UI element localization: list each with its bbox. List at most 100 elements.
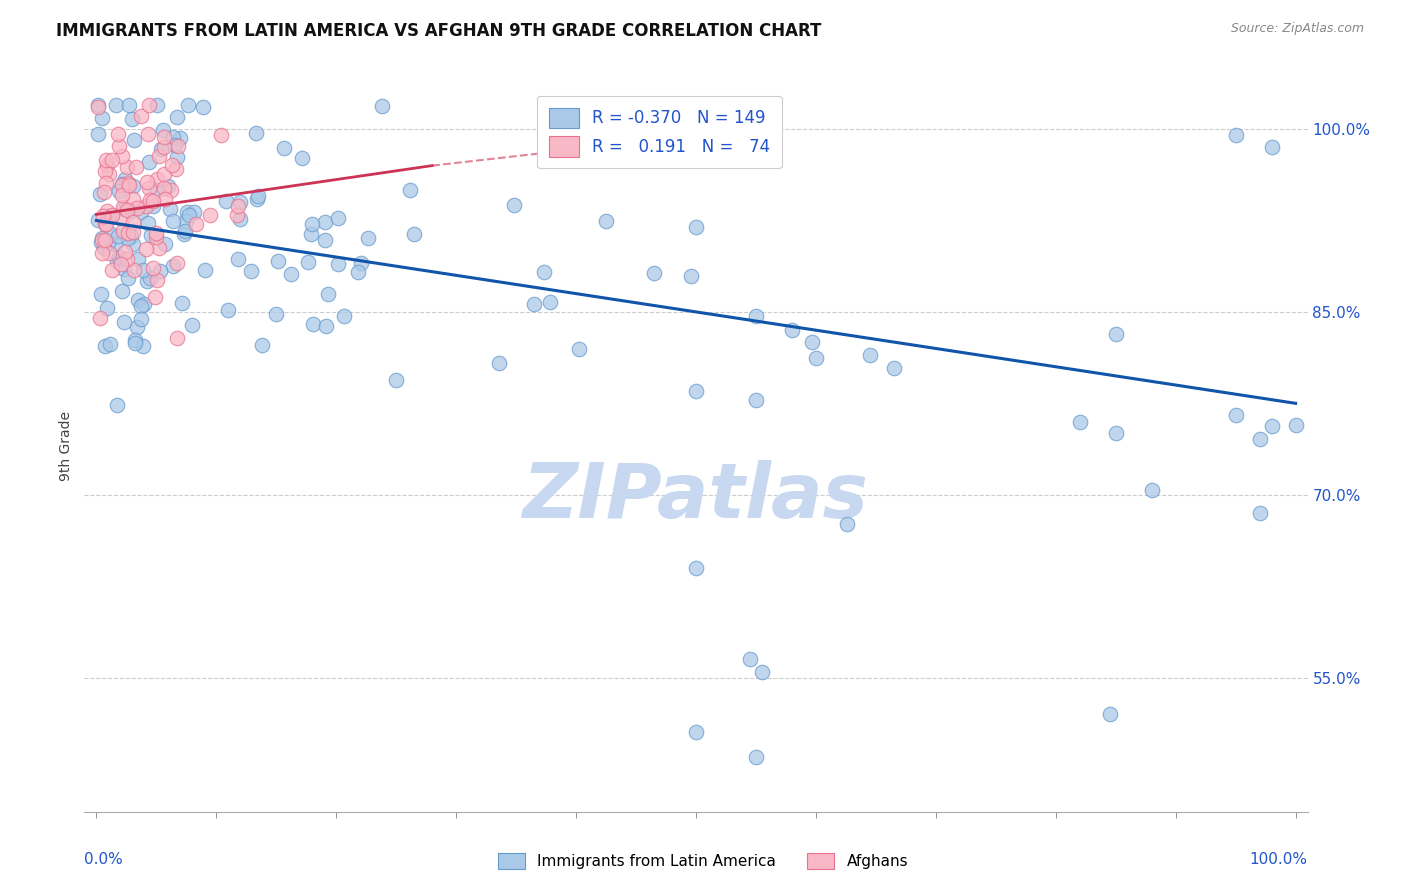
Point [347,265,370,279]
Point [174,224,197,238]
Point [100,227,122,241]
Point [184,217,207,231]
Point [399,183,422,197]
Point [804,351,827,366]
Point [90,235,112,249]
Point [136,175,159,189]
Point [115,202,138,217]
Point [104,236,127,251]
Point [163,138,186,153]
Point [98,337,121,351]
Point [194,263,217,277]
Point [169,130,191,145]
Point [156,178,179,193]
Point [101,153,124,168]
Point [165,162,187,177]
Point [228,252,250,266]
Point [122,192,145,206]
Point [114,244,136,259]
Point [122,237,145,252]
Point [1225,409,1247,423]
Point [86,128,108,142]
Point [115,252,138,267]
Point [86,97,108,112]
Point [117,231,139,245]
Point [1260,140,1282,154]
Point [751,665,773,679]
Point [679,269,702,284]
Point [94,164,117,178]
Point [135,242,157,256]
Point [136,216,159,230]
Point [94,153,117,168]
Point [124,335,146,350]
Point [97,245,120,260]
Point [89,310,111,325]
Point [385,373,408,387]
Point [141,227,163,242]
Point [118,97,141,112]
Point [142,260,165,275]
Point [174,214,197,228]
Point [118,178,141,192]
Point [153,129,176,144]
Point [94,177,117,191]
Point [247,189,270,203]
Point [138,155,160,169]
Point [152,167,174,181]
Point [153,237,176,252]
Point [166,139,188,153]
Point [159,202,181,216]
Point [91,111,114,125]
Point [105,398,128,412]
Point [91,231,114,245]
Point [326,257,349,271]
Point [94,217,117,231]
Point [166,150,188,164]
Point [280,267,302,281]
Point [177,97,200,112]
Point [326,211,349,226]
Point [250,338,273,352]
Point [149,264,172,278]
Point [166,255,188,269]
Point [111,188,134,202]
Point [93,233,115,247]
Point [176,204,198,219]
Point [166,110,188,124]
Point [117,161,139,175]
Point [94,218,117,232]
Point [523,297,546,311]
Point [350,256,373,270]
Point [643,266,665,280]
Point [402,227,425,242]
Point [136,127,159,141]
Point [1249,432,1271,446]
Point [145,97,167,112]
Point [129,109,152,123]
Point [104,97,127,112]
Point [96,301,118,315]
Point [835,517,858,532]
Legend: Immigrants from Latin America, Afghans: Immigrants from Latin America, Afghans [492,847,914,875]
Point [152,123,174,137]
Point [117,226,139,240]
Point [139,194,162,208]
Point [117,176,139,190]
Point [357,231,380,245]
Point [96,203,118,218]
Point [100,262,122,277]
Point [191,100,214,114]
Point [136,275,159,289]
Point [108,250,131,264]
Point [97,235,120,250]
Point [121,225,143,239]
Point [1284,417,1306,432]
Point [125,320,148,334]
Point [745,749,768,764]
Point [101,208,124,222]
Point [111,285,134,299]
Point [240,264,263,278]
Point [110,257,132,271]
Point [138,97,160,112]
